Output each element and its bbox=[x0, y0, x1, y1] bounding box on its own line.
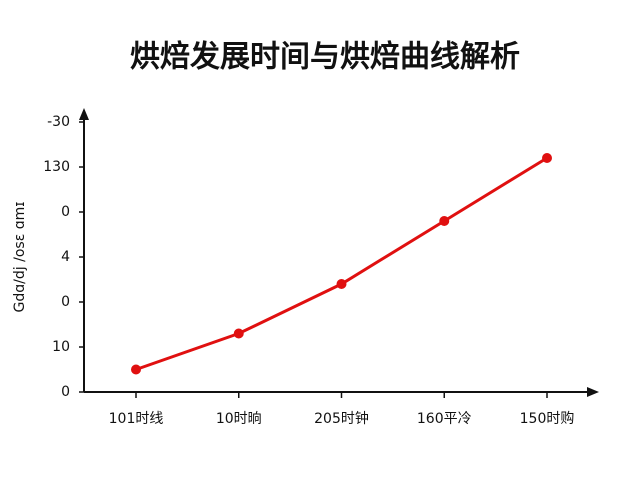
y-tick-label: 0 bbox=[61, 204, 70, 220]
chart-title: 烘焙发展时间与烘焙曲线解析 bbox=[130, 40, 520, 75]
x-tick-label: 10时晌 bbox=[216, 411, 262, 427]
point bbox=[439, 216, 450, 226]
y-tick-label: 0 bbox=[61, 384, 70, 400]
point bbox=[131, 364, 141, 375]
line bbox=[135, 156, 548, 371]
y-axis-label: Gdɑ/dj /osɛ ɑmɪ bbox=[12, 202, 28, 313]
y-tick-label: 130 bbox=[43, 159, 70, 175]
point bbox=[542, 153, 552, 163]
x-tick-label: 205时钟 bbox=[314, 410, 369, 427]
point bbox=[336, 279, 347, 289]
y-tick-label: 0 bbox=[61, 294, 70, 310]
y-tick-label: 4 bbox=[61, 249, 70, 265]
y-axis-arrow bbox=[79, 108, 89, 120]
x-axis-arrow bbox=[587, 387, 599, 397]
y-tick-label: 10 bbox=[52, 339, 70, 355]
x-tick-label: 160平冷 bbox=[417, 411, 472, 427]
x-tick-label: 150时购 bbox=[520, 411, 575, 427]
x-tick-label: 101时线 bbox=[109, 411, 164, 427]
y-tick-label: -30 bbox=[47, 114, 70, 130]
point bbox=[233, 328, 244, 339]
